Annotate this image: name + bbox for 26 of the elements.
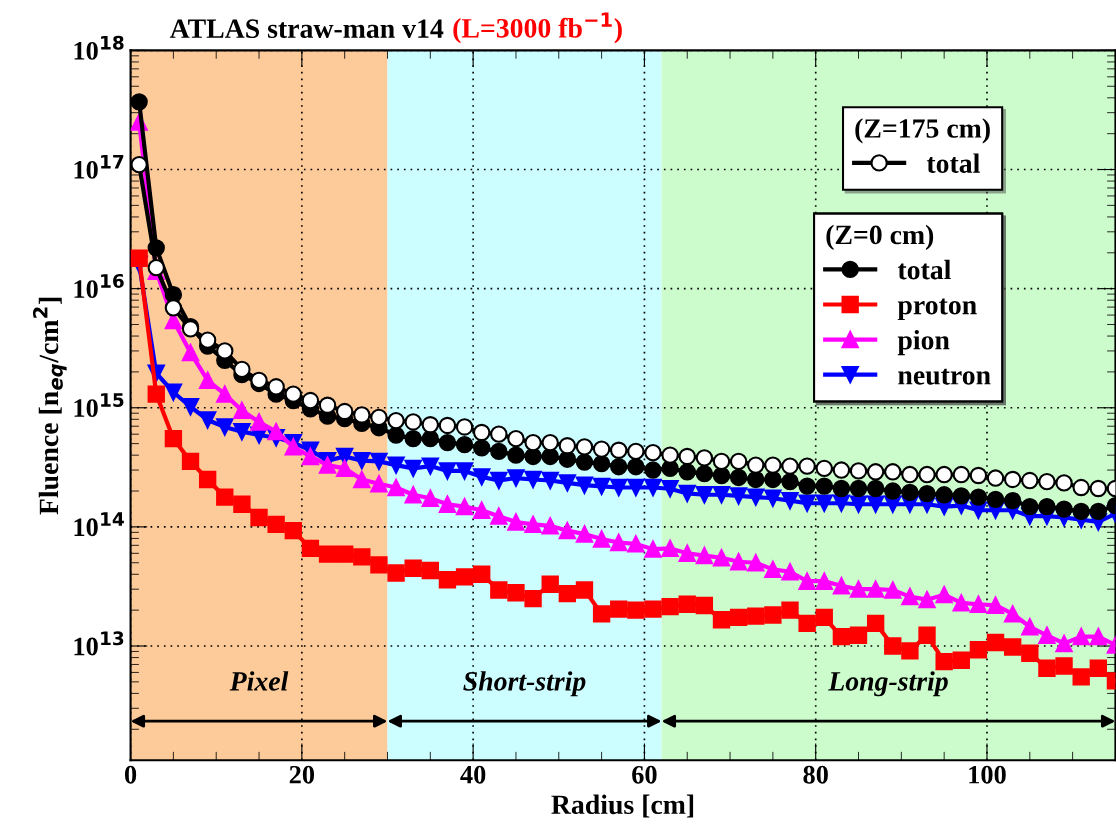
y-tick-label: 10$^{17}$ xyxy=(74,154,124,179)
y-tick-label: 10$^{15}$ xyxy=(74,393,124,418)
y-tick-label: 10$^{18}$ xyxy=(74,35,124,60)
x-tick-label: 80 xyxy=(803,765,828,784)
chart-title: ATLAS straw-man v14 xyxy=(169,19,444,39)
x-tick-label: 20 xyxy=(289,765,315,784)
y-tick-label: 10$^{16}$ xyxy=(74,273,124,299)
legend-label: proton xyxy=(897,298,977,321)
x-tick-label: 0 xyxy=(124,765,137,784)
y-tick-label: 10$^{13}$ xyxy=(74,631,124,656)
text: (Z=0 cm) xyxy=(826,224,934,250)
legend-label: total xyxy=(897,259,951,280)
chart-subtitle: (L=3000 fb$^{−1}$) xyxy=(453,12,622,44)
x-axis-title: Radius [cm] xyxy=(551,794,694,818)
band-label: Long-strip xyxy=(828,671,948,697)
y-tick-label: 10$^{14}$ xyxy=(74,512,124,537)
x-tick-label: 40 xyxy=(460,765,486,784)
y-axis-title: Fluence [n$_{eq}$/cm$^{2}$] xyxy=(32,297,67,515)
legend-label: pion xyxy=(897,330,950,356)
legend-label: neutron xyxy=(898,368,991,385)
text: (Z=175 cm) xyxy=(855,118,990,144)
legend-label: total xyxy=(926,153,980,173)
x-tick-label: 60 xyxy=(632,765,657,784)
x-tick-label: 100 xyxy=(969,765,1006,784)
band-label: Short-strip xyxy=(463,671,586,697)
band-label: Pixel xyxy=(229,671,289,691)
